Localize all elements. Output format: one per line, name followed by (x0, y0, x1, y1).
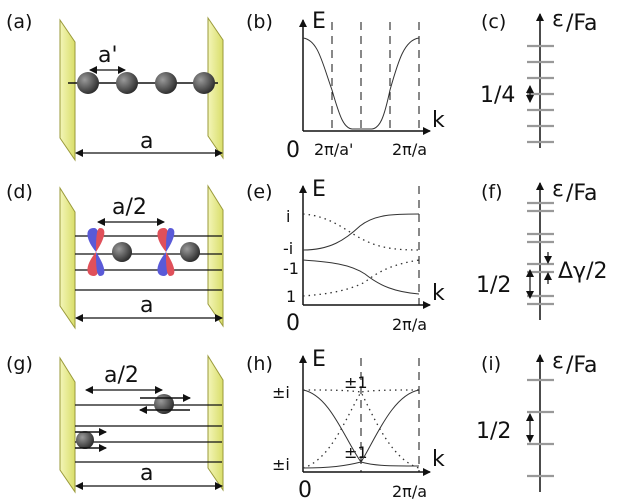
left-wall (59, 18, 76, 162)
panel-d: (d) a/2 a (6, 181, 224, 330)
band-curve (302, 213, 420, 251)
gap-label: 1/2 (476, 419, 511, 444)
band-curve (302, 213, 420, 251)
y-tick: ±i (272, 383, 290, 402)
atom (76, 431, 94, 449)
x-axis-label: k (432, 447, 445, 472)
atom (77, 72, 99, 94)
gap-label: 1/2 (476, 273, 511, 298)
tick-label: 2π/a (392, 140, 427, 159)
panel-f-label: (f) (481, 181, 503, 203)
crossing-label: ±1 (344, 443, 368, 462)
panel-h: (h) E k 0 ±i ±i ±1 ±1 2π/a (246, 347, 445, 499)
panel-e: (e) E k 0 i -i -1 1 2π/a (246, 177, 445, 336)
panel-b: (b) E k 0 2π/a' 2π/a (246, 9, 445, 163)
right-wall (207, 184, 224, 328)
panel-c-label: (c) (481, 11, 506, 33)
left-wall (59, 356, 76, 494)
band-curve (302, 389, 420, 469)
tick-label: 2π/a (392, 315, 427, 334)
atom (155, 72, 177, 94)
x-axis-label: k (432, 281, 445, 306)
spacing-label: a' (98, 43, 118, 68)
gap-label: 1/4 (480, 83, 515, 108)
atom (112, 242, 132, 262)
energy-unit: /Fa (566, 353, 598, 378)
band-curve (302, 259, 420, 297)
y-tick: -1 (283, 259, 299, 278)
origin-label: 0 (286, 138, 300, 163)
origin-label: 0 (286, 311, 300, 336)
energy-symbol: ε (552, 349, 564, 374)
y-axis-label: E (312, 347, 326, 372)
band-curve (302, 259, 420, 295)
band-curve (302, 37, 420, 130)
y-tick: -i (283, 239, 293, 258)
y-tick: i (286, 207, 290, 226)
panel-h-label: (h) (246, 353, 273, 375)
energy-unit: /Fa (566, 181, 598, 206)
length-label: a (140, 461, 153, 486)
right-wall (207, 16, 224, 160)
orbital (157, 228, 175, 276)
energy-symbol: ε (552, 177, 564, 202)
panel-c: (c) ε /Fa 1/4 (480, 7, 598, 148)
atom (180, 242, 200, 262)
panel-a-label: (a) (6, 11, 32, 33)
y-tick: ±i (272, 455, 290, 474)
band-curve (302, 389, 420, 469)
spacing-label: a/2 (112, 195, 147, 220)
length-label: a (140, 129, 153, 154)
energy-symbol: ε (552, 7, 564, 32)
band-curve (302, 389, 420, 467)
tick-label: 2π/a' (314, 140, 353, 159)
x-axis-label: k (432, 108, 445, 133)
right-wall (207, 354, 224, 492)
panel-g-label: (g) (6, 353, 33, 375)
tick-label: 2π/a (392, 482, 427, 499)
panel-g: (g) a/2 a (6, 353, 224, 494)
origin-label: 0 (298, 478, 312, 499)
panel-b-label: (b) (246, 11, 273, 33)
panel-i-label: (i) (481, 353, 501, 375)
atom (116, 72, 138, 94)
atom (193, 72, 215, 94)
y-tick: 1 (286, 287, 296, 306)
atom (154, 394, 174, 414)
y-axis-label: E (312, 9, 326, 34)
y-axis-label: E (312, 177, 326, 202)
spacing-label: a/2 (104, 363, 139, 388)
left-wall (59, 186, 76, 330)
split-label: Δγ/2 (558, 259, 607, 284)
orbital (87, 228, 105, 276)
band-curve (302, 389, 420, 469)
crossing-label: ±1 (344, 373, 368, 392)
panel-d-label: (d) (6, 181, 33, 203)
panel-f: (f) ε /Fa 1/2 Δγ/2 (476, 177, 607, 320)
energy-unit: /Fa (566, 11, 598, 36)
panel-a: (a) a' a (6, 11, 224, 162)
panel-i: (i) ε /Fa 1/2 (476, 349, 598, 492)
panel-e-label: (e) (246, 181, 273, 203)
length-label: a (140, 293, 153, 318)
